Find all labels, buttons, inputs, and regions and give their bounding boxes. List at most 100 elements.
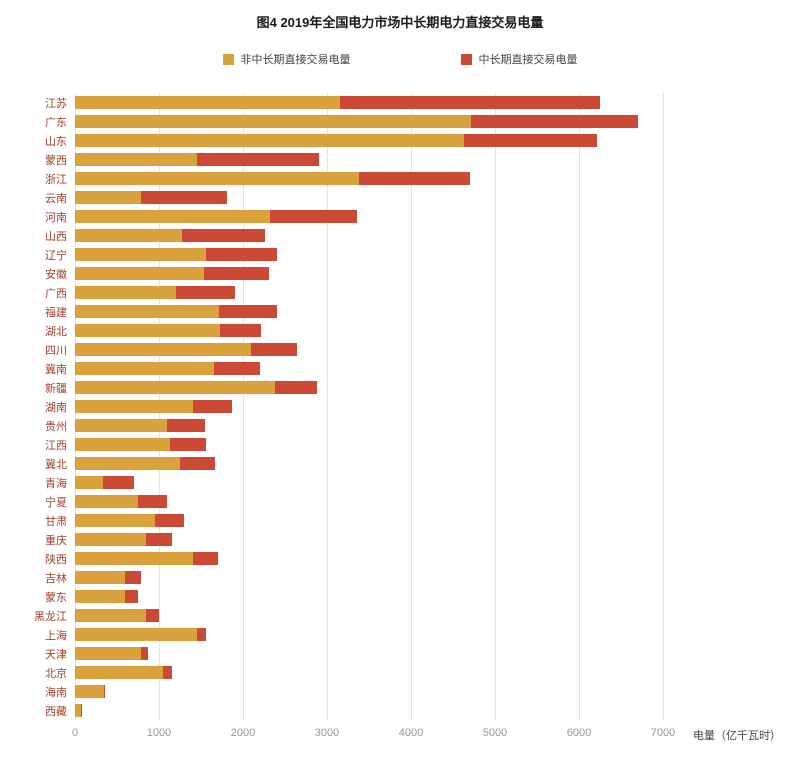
bar-segment — [75, 229, 182, 242]
bar-segment — [269, 210, 358, 223]
bar-segment — [75, 666, 164, 679]
y-axis-label: 广西 — [45, 287, 67, 300]
bar-segment — [203, 267, 270, 280]
bar-segment — [358, 172, 470, 185]
x-axis-tick-label: 3000 — [314, 727, 340, 739]
bar-segment — [140, 647, 149, 660]
bar-segment — [167, 419, 206, 432]
x-axis-tick-label: 1000 — [146, 727, 172, 739]
bar-segment — [196, 153, 320, 166]
bar-row: 北京 — [0, 663, 800, 682]
bar-track — [75, 590, 663, 603]
bar-segment — [192, 400, 233, 413]
bar-row: 陕西 — [0, 549, 800, 568]
bar-segment — [75, 362, 214, 375]
bar-segment — [181, 229, 265, 242]
bar-segment — [75, 324, 221, 337]
bar-segment — [102, 476, 134, 489]
gridline — [411, 93, 412, 720]
bar-row: 江西 — [0, 435, 800, 454]
bar-segment — [75, 96, 340, 109]
bar-row: 四川 — [0, 340, 800, 359]
bar-track — [75, 172, 663, 185]
bar-segment — [75, 286, 176, 299]
legend-swatch-icon — [460, 53, 472, 65]
rows: 江苏 广东 山东 蒙西 浙江 云南 河南 山西 辽宁 安徽 广西 福建 湖北 四川 冀南 新疆 湖南 贵州 江西 冀北… — [0, 93, 800, 720]
bar-track — [75, 419, 663, 432]
y-axis-label: 山东 — [45, 135, 67, 148]
chart-title: 图4 2019年全国电力市场中长期电力直接交易电量 — [256, 15, 544, 30]
bar-track — [75, 685, 663, 698]
y-axis-label: 江苏 — [45, 97, 67, 110]
bar-row: 海南 — [0, 682, 800, 701]
bar-segment — [146, 609, 159, 622]
bar-segment — [75, 248, 207, 261]
bar-track — [75, 153, 663, 166]
bar-track — [75, 476, 663, 489]
y-axis-label: 湖南 — [45, 401, 67, 414]
y-axis-label: 贵州 — [45, 420, 67, 433]
bar-row: 上海 — [0, 625, 800, 644]
bar-segment — [75, 305, 220, 318]
bar-segment — [138, 495, 168, 508]
y-axis-label: 江西 — [45, 439, 67, 452]
legend-swatch-icon — [222, 53, 234, 65]
gridline — [663, 93, 664, 720]
bar-row: 黑龙江 — [0, 606, 800, 625]
bar-row: 新疆 — [0, 378, 800, 397]
bar-track — [75, 400, 663, 413]
y-axis-label: 蒙西 — [45, 154, 67, 167]
bar-segment — [169, 438, 207, 451]
bar-segment — [75, 134, 464, 147]
x-axis-tick-label: 2000 — [230, 727, 256, 739]
y-axis-label: 吉林 — [45, 572, 67, 585]
bar-segment — [192, 552, 218, 565]
bar-track — [75, 267, 663, 280]
bar-row: 甘肃 — [0, 511, 800, 530]
gridline — [579, 93, 580, 720]
y-axis-label: 广东 — [45, 116, 67, 129]
bar-segment — [75, 495, 138, 508]
y-axis-label: 上海 — [45, 629, 67, 642]
bar-segment — [75, 628, 197, 641]
y-axis-label: 天津 — [45, 648, 67, 661]
bar-track — [75, 514, 663, 527]
bar-row: 冀北 — [0, 454, 800, 473]
bar-segment — [339, 96, 600, 109]
bar-row: 广西 — [0, 283, 800, 302]
bar-segment — [220, 324, 262, 337]
bar-segment — [206, 248, 278, 261]
bar-track — [75, 438, 663, 451]
bar-segment — [104, 685, 106, 698]
bar-row: 安徽 — [0, 264, 800, 283]
y-axis-label: 云南 — [45, 192, 67, 205]
y-axis-label: 冀北 — [45, 458, 67, 471]
y-axis-label: 海南 — [45, 686, 67, 699]
bar-row: 吉林 — [0, 568, 800, 587]
y-axis-label: 青海 — [45, 477, 67, 490]
bar-segment — [471, 115, 638, 128]
bar-segment — [250, 343, 297, 356]
y-axis-label: 北京 — [45, 667, 67, 680]
bar-row: 贵州 — [0, 416, 800, 435]
bar-track — [75, 248, 663, 261]
bar-segment — [75, 153, 197, 166]
y-axis-label: 陕西 — [45, 553, 67, 566]
bar-row: 广东 — [0, 112, 800, 131]
bar-segment — [125, 571, 141, 584]
y-axis-label: 甘肃 — [45, 515, 67, 528]
bar-track — [75, 191, 663, 204]
y-axis-label: 山西 — [45, 230, 67, 243]
bar-track — [75, 305, 663, 318]
bar-track — [75, 552, 663, 565]
y-axis-label: 新疆 — [45, 382, 67, 395]
legend-item[interactable]: 非中长期直接交易电量 — [222, 51, 351, 67]
bar-track — [75, 343, 663, 356]
bar-segment — [75, 210, 270, 223]
bar-segment — [213, 362, 260, 375]
legend-item[interactable]: 中长期直接交易电量 — [460, 51, 578, 67]
bar-segment — [75, 191, 141, 204]
bar-segment — [75, 533, 147, 546]
bar-segment — [219, 305, 278, 318]
